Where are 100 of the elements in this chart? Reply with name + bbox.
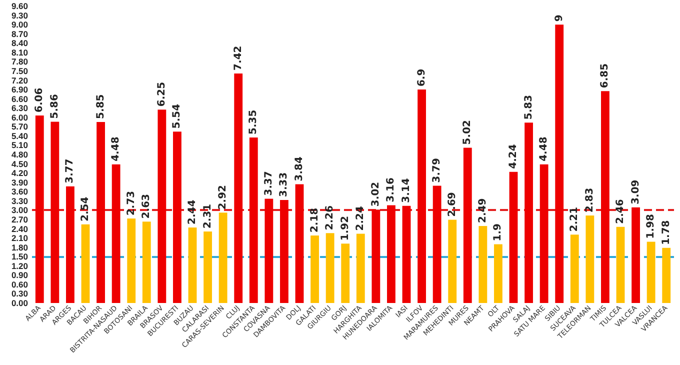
bar — [662, 248, 671, 303]
y-tick-label: 8.10 — [11, 47, 28, 58]
y-tick-label: 3.30 — [11, 196, 28, 206]
data-label: 1.9 — [492, 223, 504, 242]
y-tick-label: 5.70 — [11, 122, 28, 132]
data-label: 3.09 — [630, 180, 642, 204]
data-label: 3.02 — [370, 182, 382, 207]
y-tick-label: 5.10 — [11, 140, 28, 150]
data-label: 2.46 — [615, 199, 626, 224]
data-label: 5.85 — [95, 94, 106, 120]
y-tick-label: 3.00 — [11, 205, 28, 216]
y-tick-label: 9.30 — [11, 10, 28, 20]
y-tick-label: 4.80 — [11, 150, 28, 160]
bar — [402, 206, 411, 303]
y-tick-label: 6.00 — [11, 112, 28, 122]
y-tick-label: 9.60 — [11, 1, 28, 11]
data-label: 1.78 — [660, 220, 672, 245]
bar — [509, 172, 518, 303]
y-tick-label: 0.30 — [11, 288, 28, 299]
data-label: 3.37 — [263, 171, 274, 196]
data-label: 6.25 — [156, 82, 168, 107]
bar — [326, 233, 334, 303]
bar — [50, 122, 60, 303]
bar — [494, 244, 502, 303]
bar — [127, 218, 136, 303]
data-label: 6.06 — [34, 88, 46, 113]
data-label: 2.24 — [355, 206, 366, 231]
bar — [264, 198, 274, 303]
bar — [418, 90, 426, 303]
y-tick-label: 1.80 — [11, 242, 28, 252]
data-label: 4.24 — [508, 144, 519, 169]
data-label: 2.26 — [324, 205, 336, 230]
bar — [280, 200, 288, 303]
bar — [387, 205, 396, 303]
data-label: 5.86 — [49, 94, 60, 119]
data-label: 5.54 — [172, 104, 183, 129]
data-label: 5.35 — [248, 110, 260, 134]
y-tick-label: 7.80 — [11, 56, 28, 67]
bar — [204, 232, 212, 303]
y-tick-label: 4.20 — [11, 168, 28, 178]
bar — [96, 122, 105, 303]
data-label: 4.48 — [110, 136, 122, 162]
bar — [341, 244, 350, 303]
y-tick-label: 1.20 — [11, 260, 28, 271]
data-label: 2.73 — [126, 190, 137, 216]
bar — [524, 122, 533, 303]
y-tick-label: 0.90 — [11, 270, 28, 280]
data-label: 7.42 — [232, 46, 244, 70]
y-tick-label: 6.30 — [11, 103, 28, 114]
bar — [586, 215, 594, 303]
data-label: 1.92 — [340, 216, 351, 241]
data-label: 1.98 — [646, 214, 657, 239]
y-tick-label: 2.40 — [11, 224, 28, 234]
data-label: 2.49 — [477, 198, 488, 223]
y-tick-label: 6.60 — [11, 94, 28, 104]
data-label: 4.48 — [538, 136, 550, 162]
data-label: 2.83 — [584, 188, 596, 212]
data-label: 3.79 — [432, 158, 443, 183]
bar — [540, 164, 548, 303]
y-tick-label: 5.40 — [11, 130, 28, 141]
data-label: 6.9 — [416, 68, 428, 87]
data-label: 3.16 — [386, 178, 397, 202]
data-label: 2.18 — [309, 208, 320, 233]
y-tick-label: 8.40 — [11, 38, 28, 48]
bar — [234, 73, 243, 303]
y-tick-label: 6.90 — [11, 84, 28, 95]
data-label: 2.54 — [80, 196, 91, 222]
bar — [310, 236, 319, 303]
data-label: 5.02 — [462, 120, 474, 145]
y-tick-label: 8.70 — [11, 28, 28, 39]
bar — [66, 186, 74, 303]
bar — [616, 226, 625, 303]
bar — [448, 220, 457, 303]
data-label: 2.21 — [569, 206, 580, 232]
bar — [158, 110, 166, 303]
y-tick-label: 2.10 — [11, 233, 28, 244]
data-label: 3.33 — [278, 172, 290, 197]
y-tick-label: 3.90 — [11, 177, 28, 188]
bar — [218, 212, 228, 303]
bar — [356, 234, 365, 303]
bar — [463, 148, 472, 303]
data-label: 2.44 — [187, 200, 198, 225]
y-tick-label: 4.50 — [11, 158, 28, 169]
y-tick-label: 7.50 — [11, 66, 28, 76]
bar — [632, 207, 640, 303]
bar — [570, 234, 579, 303]
data-label: 5.83 — [523, 94, 534, 120]
data-label: 2.92 — [218, 184, 229, 210]
data-label: 3.77 — [64, 158, 76, 184]
y-tick-label: 9.00 — [11, 20, 28, 30]
y-tick-label: 1.50 — [11, 252, 28, 262]
bar — [173, 132, 182, 303]
data-label: 6.85 — [600, 63, 611, 88]
y-tick-label: 0.00 — [11, 298, 28, 308]
data-label: 9 — [554, 14, 565, 22]
bar — [35, 116, 44, 303]
data-label: 2.31 — [202, 204, 214, 229]
bar — [112, 164, 120, 303]
bar — [432, 186, 442, 303]
y-tick-label: 2.70 — [11, 214, 28, 224]
